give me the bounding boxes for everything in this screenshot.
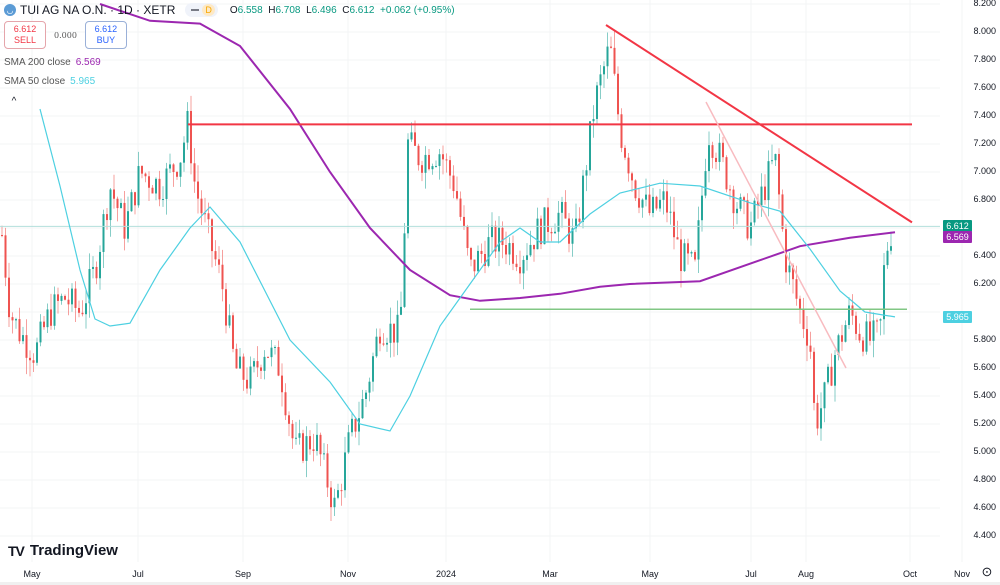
time-axis-label: May: [641, 569, 659, 579]
price-axis-label: 7.400: [973, 110, 996, 120]
price-axis-label: 6.400: [973, 250, 996, 260]
time-axis-label: Nov: [953, 569, 971, 579]
price-axis-label: 4.600: [973, 502, 996, 512]
sma50-line: [39, 108, 896, 432]
sma200-line: [99, 3, 896, 302]
price-tag: 6.612: [943, 220, 972, 232]
indicator-name: SMA 200 close: [4, 57, 71, 68]
tradingview-wordmark: TradingView: [29, 542, 118, 559]
price-tag: 6.569: [943, 231, 972, 243]
price-axis-label: 7.600: [973, 82, 996, 92]
minus-icon: [191, 9, 200, 11]
price-axis-label: 7.000: [973, 166, 996, 176]
price-axis-label: 6.200: [973, 278, 996, 288]
trade-buttons: 6.612 SELL 0.000 6.612 BUY: [4, 21, 455, 49]
symbol-row: ◡ TUI AG NA O.N. · 1D · XETR D O6.558 H6…: [4, 2, 455, 18]
change-value: +0.062 (+0.95%): [380, 4, 455, 16]
sell-label: SELL: [13, 35, 37, 45]
chart-overlays: [0, 3, 940, 432]
buy-price: 6.612: [94, 24, 118, 34]
price-axis-label: 5.600: [973, 362, 996, 372]
price-axis-label: 6.800: [973, 194, 996, 204]
low-value: 6.496: [311, 4, 337, 16]
tradingview-logo[interactable]: TV TradingView: [8, 542, 118, 559]
indicator-sma50[interactable]: SMA 50 close 5.965: [4, 72, 455, 91]
time-axis-label: Sep: [234, 569, 252, 579]
symbol-title[interactable]: TUI AG NA O.N. · 1D · XETR: [20, 3, 176, 17]
time-axis-label: Nov: [339, 569, 357, 579]
price-axis-label: 5.200: [973, 418, 996, 428]
interval-pill[interactable]: D: [185, 3, 218, 17]
chart-legend: ◡ TUI AG NA O.N. · 1D · XETR D O6.558 H6…: [4, 2, 455, 109]
price-axis-label: 8.000: [973, 26, 996, 36]
spread-value: 0.000: [54, 30, 77, 40]
time-axis-label: May: [23, 569, 41, 579]
price-axis-label: 7.800: [973, 54, 996, 64]
open-value: 6.558: [237, 4, 263, 16]
close-value: 6.612: [349, 4, 375, 16]
settings-gear-icon[interactable]: ⊙: [981, 564, 993, 579]
time-axis-label: Jul: [132, 569, 144, 579]
buy-label: BUY: [96, 35, 116, 45]
time-axis-label: Mar: [542, 569, 558, 579]
price-tag: 5.965: [943, 311, 972, 323]
sell-button[interactable]: 6.612 SELL: [4, 21, 46, 49]
price-axis-label: 5.800: [973, 334, 996, 344]
buy-button[interactable]: 6.612 BUY: [84, 21, 127, 49]
time-axis-label: Aug: [797, 569, 815, 579]
tradingview-mark-icon: TV: [8, 542, 25, 559]
indicator-name: SMA 50 close: [4, 76, 66, 87]
price-axis-label: 4.400: [973, 530, 996, 540]
bottom-border: [0, 582, 1000, 585]
price-axis-label: 4.800: [973, 474, 996, 484]
ohlc-values: O6.558 H6.708 L6.496 C6.612 +0.062 (+0.9…: [229, 4, 455, 16]
time-axis-label: Oct: [902, 569, 918, 579]
price-axis-label: 7.200: [973, 138, 996, 148]
sell-price: 6.612: [13, 24, 37, 34]
high-value: 6.708: [275, 4, 301, 16]
time-axis-label: 2024: [435, 569, 457, 579]
interval-badge: D: [202, 4, 215, 16]
time-axis-label: Jul: [745, 569, 757, 579]
indicator-value: 5.965: [70, 76, 96, 87]
price-axis-label: 5.000: [973, 446, 996, 456]
collapse-legend-button[interactable]: ^: [4, 93, 24, 109]
price-axis-label: 8.200: [973, 0, 996, 9]
grid-lines: [0, 0, 963, 562]
indicator-sma200[interactable]: SMA 200 close 6.569: [4, 53, 455, 72]
price-axis-label: 5.400: [973, 390, 996, 400]
candlesticks: [1, 31, 892, 522]
chevron-up-icon: ^: [11, 95, 17, 107]
indicator-value: 6.569: [75, 57, 101, 68]
symbol-logo-icon: ◡: [4, 4, 16, 16]
